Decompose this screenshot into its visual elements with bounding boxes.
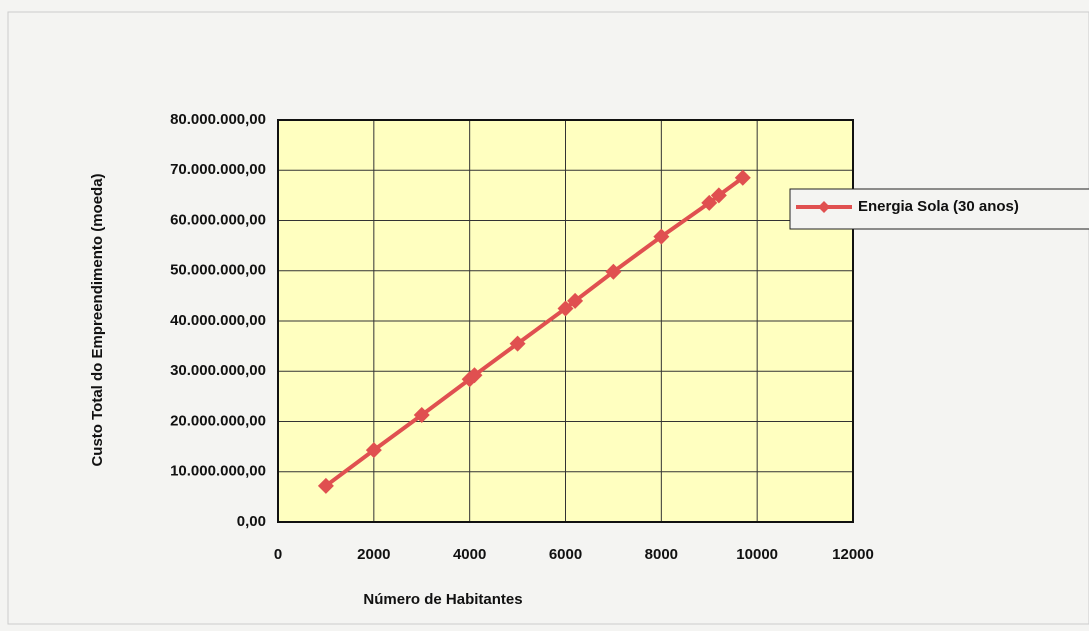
y-tick-label: 0,00	[237, 513, 266, 530]
data-point	[701, 194, 718, 211]
data-point	[710, 187, 727, 204]
legend-marker	[818, 201, 830, 213]
x-tick-label: 6000	[549, 546, 582, 563]
y-axis-label: Custo Total do Empreendimento (moeda)	[89, 173, 106, 466]
x-tick-label: 0	[274, 546, 282, 563]
y-tick-label: 70.000.000,00	[170, 161, 266, 178]
x-tick-label: 10000	[736, 546, 778, 563]
plot-border	[277, 119, 854, 523]
x-tick-label: 8000	[645, 546, 678, 563]
y-tick-label: 20.000.000,00	[170, 412, 266, 429]
data-point	[413, 406, 430, 423]
data-point	[567, 292, 584, 309]
data-point	[509, 335, 526, 352]
data-point	[605, 263, 622, 280]
data-point	[466, 367, 483, 384]
x-tick-label: 2000	[357, 546, 390, 563]
x-axis-label: Número de Habitantes	[363, 591, 522, 608]
legend-label: Energia Sola (30 anos)	[858, 198, 1019, 215]
data-point	[653, 228, 670, 245]
data-point	[365, 442, 382, 459]
y-tick-label: 10.000.000,00	[170, 463, 266, 480]
y-tick-label: 50.000.000,00	[170, 262, 266, 279]
y-tick-label: 60.000.000,00	[170, 211, 266, 228]
y-tick-label: 40.000.000,00	[170, 312, 266, 329]
x-tick-label: 12000	[832, 546, 874, 563]
data-point	[734, 169, 751, 186]
data-point	[557, 300, 574, 317]
y-tick-label: 30.000.000,00	[170, 362, 266, 379]
y-tick-label: 80.000.000,00	[170, 111, 266, 128]
data-point	[317, 477, 334, 494]
x-tick-label: 4000	[453, 546, 486, 563]
